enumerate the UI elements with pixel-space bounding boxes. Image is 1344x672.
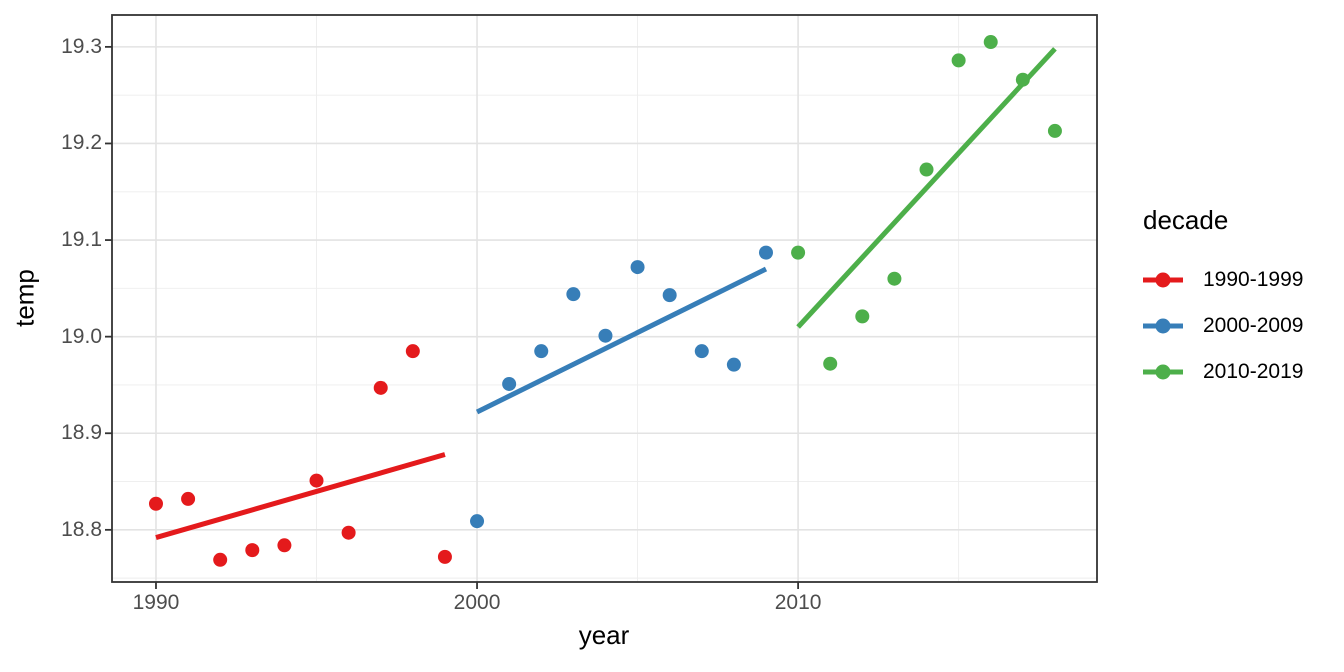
legend-key-icon xyxy=(1143,364,1183,380)
data-point xyxy=(341,525,356,540)
y-tick-label: 19.1 xyxy=(61,228,102,252)
data-point xyxy=(566,287,581,302)
y-tick-label: 18.9 xyxy=(61,421,102,445)
data-point xyxy=(373,380,388,395)
data-point xyxy=(277,538,292,553)
legend-title: decade xyxy=(1143,205,1229,235)
data-point xyxy=(309,473,324,488)
legend-key-point xyxy=(1155,272,1171,288)
x-tick-label: 2010 xyxy=(774,591,822,614)
data-point xyxy=(823,356,838,371)
data-point xyxy=(919,162,934,177)
trend-line xyxy=(155,452,446,540)
x-tick-label: 2000 xyxy=(453,591,501,614)
legend-label: 2000-2009 xyxy=(1203,314,1304,337)
data-point xyxy=(662,288,677,303)
data-point xyxy=(726,357,741,372)
data-point xyxy=(758,245,773,260)
data-point xyxy=(534,344,549,359)
data-point xyxy=(855,309,870,324)
x-axis-title: year xyxy=(578,620,630,650)
trend-line xyxy=(475,266,768,415)
panel-border xyxy=(111,14,1098,583)
y-tick-label: 19.3 xyxy=(61,34,102,58)
y-axis-title: temp xyxy=(9,269,40,327)
legend-key-icon xyxy=(1143,318,1183,334)
data-point xyxy=(1015,72,1030,87)
legend-item: 2010-2019 xyxy=(1143,349,1303,395)
legend-items: 1990-1999 2000-2009 2010-2019 xyxy=(1143,257,1303,395)
y-tick-label: 18.8 xyxy=(61,517,102,541)
data-point xyxy=(951,53,966,68)
trend-line xyxy=(796,47,1057,329)
y-tick-label: 19.0 xyxy=(61,324,102,348)
legend-key-point xyxy=(1155,364,1171,380)
legend: decade 1990-1999 2000-2009 2010-2019 xyxy=(1143,205,1303,395)
legend-key-icon xyxy=(1143,272,1183,288)
data-point xyxy=(1047,123,1062,138)
data-point xyxy=(405,344,420,359)
legend-item: 2000-2009 xyxy=(1143,303,1303,349)
legend-label: 2010-2019 xyxy=(1203,360,1304,383)
legend-item: 1990-1999 xyxy=(1143,257,1303,303)
data-point xyxy=(245,543,260,558)
data-point xyxy=(148,496,163,511)
data-point xyxy=(470,514,485,529)
data-point xyxy=(630,260,645,275)
x-tick-label: 1990 xyxy=(132,591,180,614)
y-tick-label: 19.2 xyxy=(61,131,102,155)
data-point xyxy=(983,35,998,50)
data-point xyxy=(181,491,196,506)
data-point xyxy=(213,552,228,567)
data-point xyxy=(502,376,517,391)
data-point xyxy=(694,344,709,359)
data-point xyxy=(791,245,806,260)
panel-background xyxy=(112,15,1097,582)
data-point xyxy=(437,549,452,564)
legend-key-point xyxy=(1155,318,1171,334)
legend-label: 1990-1999 xyxy=(1203,268,1304,291)
data-point xyxy=(598,328,613,343)
data-point xyxy=(887,271,902,286)
